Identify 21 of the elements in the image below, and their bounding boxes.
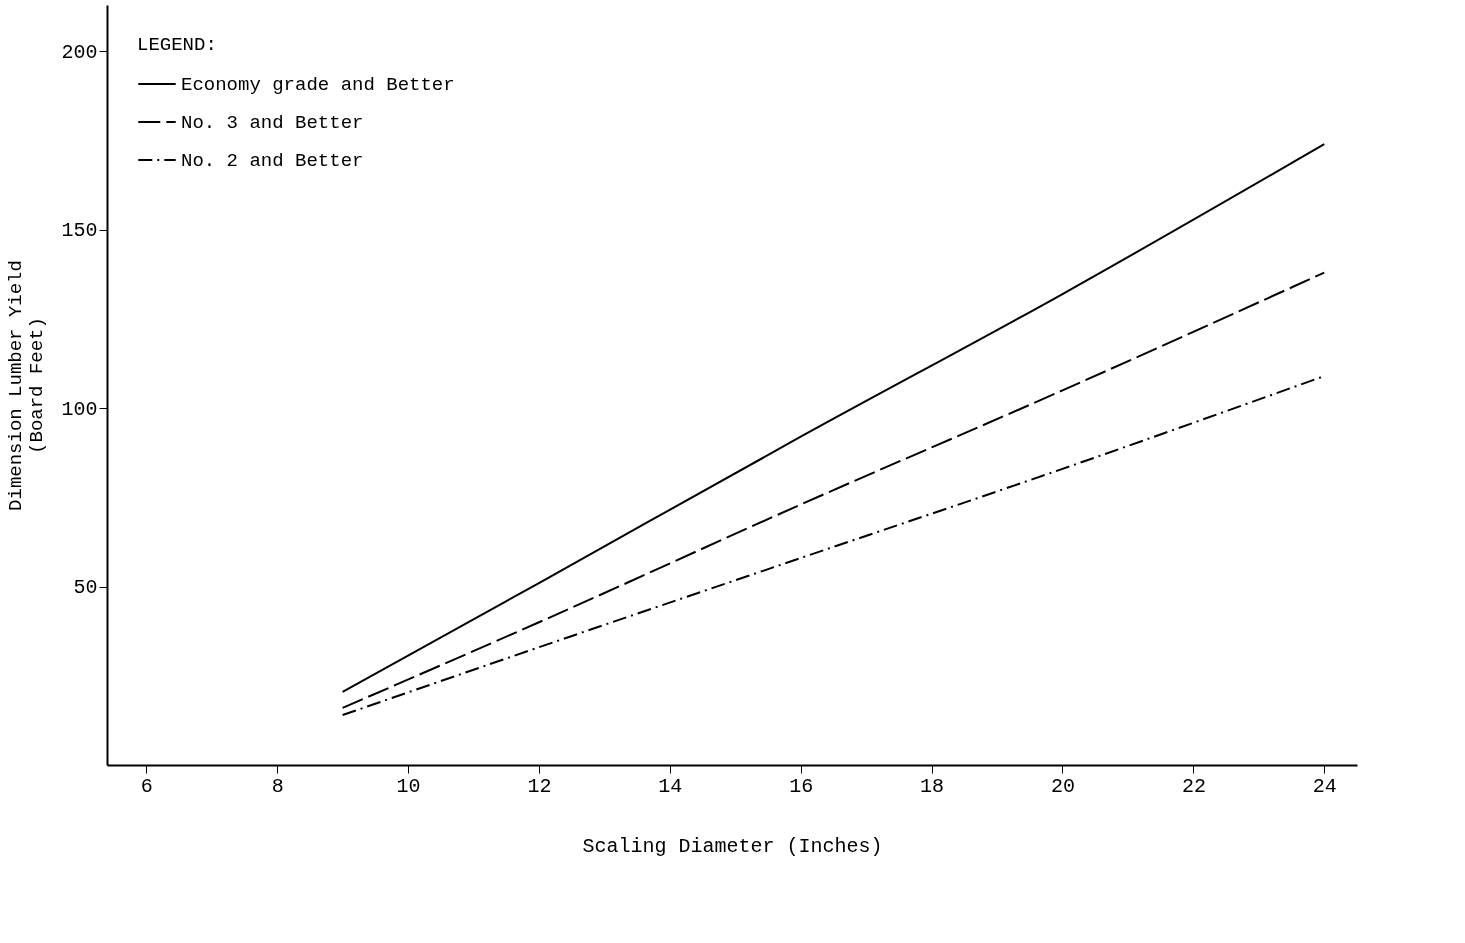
x-axis-title: Scaling Diameter (Inches) <box>582 834 883 858</box>
legend-title: LEGEND: <box>137 34 217 56</box>
line-series <box>341 271 1326 709</box>
x-tick-label: 6 <box>140 774 153 798</box>
x-tick-label: 20 <box>1050 774 1076 798</box>
x-tick-label: 16 <box>789 774 814 798</box>
x-tick-label: 18 <box>920 774 945 798</box>
y-axis-title: Dimension Lumber Yield (Board Feet) <box>5 260 49 511</box>
x-tick-label: 14 <box>658 774 683 798</box>
legend-label: No. 2 and Better <box>181 150 364 172</box>
x-tick-label: 8 <box>271 774 284 798</box>
x-tick-label: 24 <box>1312 774 1337 798</box>
x-tick-label: 12 <box>527 774 552 798</box>
y-tick-label: 200 <box>61 40 98 64</box>
x-tick-label: 10 <box>396 774 421 798</box>
y-tick-label: 50 <box>73 576 98 600</box>
y-tick-label: 100 <box>61 397 98 421</box>
legend-label: Economy grade and Better <box>181 74 455 96</box>
legend-label: No. 3 and Better <box>181 112 364 134</box>
x-tick-label: 22 <box>1181 774 1206 798</box>
y-tick-label: 150 <box>61 219 98 243</box>
